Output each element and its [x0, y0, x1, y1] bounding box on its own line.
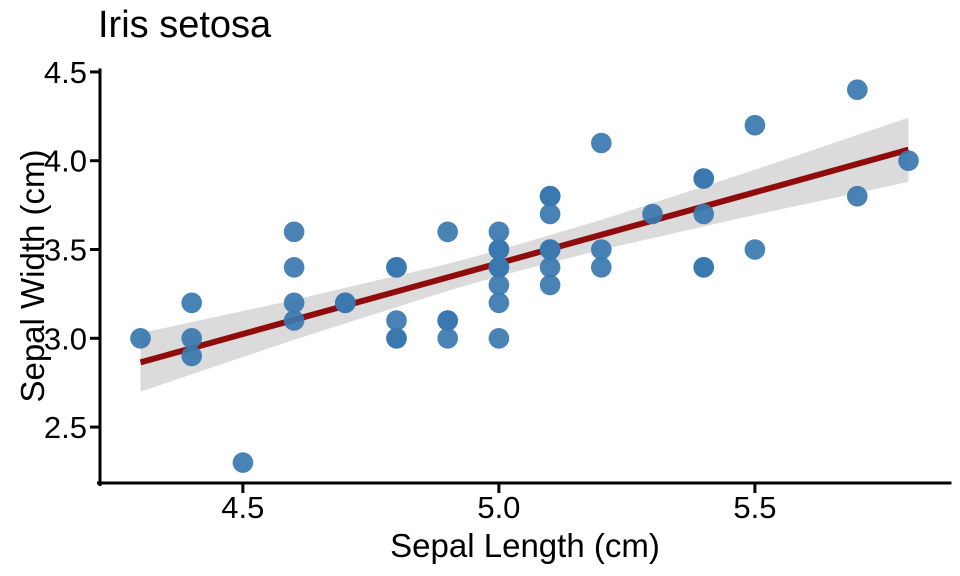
data-point: [642, 203, 663, 225]
data-point: [847, 185, 868, 207]
regression-line-layer: [139, 146, 910, 366]
data-point: [283, 221, 305, 243]
data-point-layer: [130, 79, 919, 473]
data-point: [437, 328, 459, 349]
y-tick-label: 4.5: [44, 55, 87, 90]
data-point: [693, 168, 714, 189]
y-tick-label: 3.0: [44, 321, 87, 356]
data-point: [693, 257, 714, 278]
data-point: [488, 221, 510, 243]
data-point: [437, 310, 459, 331]
data-point: [181, 328, 202, 349]
data-point: [591, 239, 612, 260]
data-point: [386, 328, 407, 349]
data-point: [283, 310, 305, 331]
x-tick-label: 5.5: [733, 490, 776, 525]
data-point: [693, 203, 714, 225]
y-axis-title: Sepal Width (cm): [14, 149, 51, 402]
y-tick-label: 4.0: [44, 144, 87, 179]
data-point: [386, 310, 407, 331]
data-point: [744, 239, 766, 260]
data-point: [181, 345, 202, 367]
data-point: [488, 257, 510, 278]
data-point: [386, 257, 407, 278]
data-point: [130, 328, 151, 349]
data-point: [181, 292, 202, 314]
data-point: [539, 257, 561, 278]
data-point: [539, 239, 561, 260]
data-point: [539, 274, 561, 296]
data-point: [283, 257, 305, 278]
data-point: [539, 203, 561, 225]
chart-title: Iris setosa: [98, 4, 272, 46]
data-point: [283, 292, 305, 314]
data-point: [335, 292, 356, 314]
data-point: [232, 452, 254, 473]
axis-layer: 4.5 5.0 5.5 2.5 3.0 3.5 4.0 4.5: [44, 55, 952, 525]
data-point: [847, 79, 868, 100]
x-axis-title: Sepal Length (cm): [390, 527, 660, 564]
data-point: [488, 292, 510, 314]
data-point: [488, 239, 510, 260]
data-point: [539, 185, 561, 207]
data-point: [437, 221, 459, 243]
x-tick-label: 5.0: [477, 490, 520, 525]
data-point: [898, 150, 919, 171]
data-point: [488, 328, 510, 349]
data-point: [488, 274, 510, 296]
regression-line: [139, 146, 910, 366]
data-point: [591, 257, 612, 278]
data-point: [591, 132, 612, 154]
data-point: [744, 114, 766, 136]
y-tick-label: 2.5: [44, 410, 87, 445]
y-tick-label: 3.5: [44, 233, 87, 268]
x-tick-label: 4.5: [221, 490, 264, 525]
